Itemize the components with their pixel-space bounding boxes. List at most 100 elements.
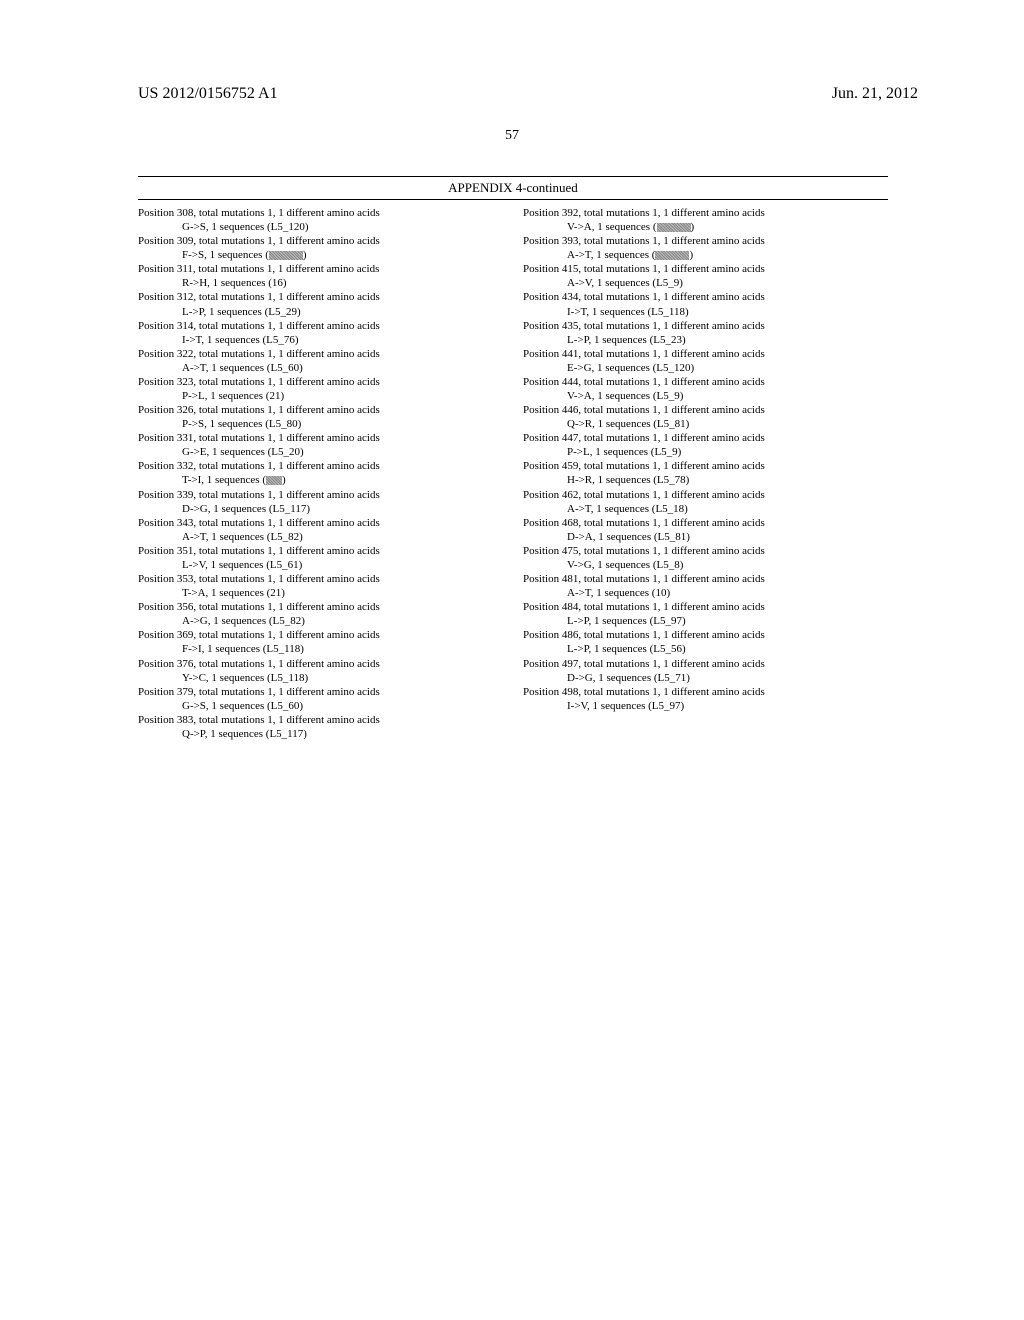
redacted-text	[655, 251, 689, 260]
mutation-position-line: Position 332, total mutations 1, 1 diffe…	[138, 459, 503, 473]
publication-date: Jun. 21, 2012	[832, 85, 918, 103]
redacted-text	[657, 223, 691, 232]
mutation-entry: Position 392, total mutations 1, 1 diffe…	[523, 206, 888, 234]
mutation-detail-line: T->I, 1 sequences ()	[138, 473, 503, 487]
mutation-entry: Position 447, total mutations 1, 1 diffe…	[523, 431, 888, 459]
mutation-position-line: Position 498, total mutations 1, 1 diffe…	[523, 685, 888, 699]
mutation-position-line: Position 369, total mutations 1, 1 diffe…	[138, 628, 503, 642]
mutation-detail-line: D->G, 1 sequences (L5_71)	[523, 671, 888, 685]
mutation-entry: Position 393, total mutations 1, 1 diffe…	[523, 234, 888, 262]
mutation-position-line: Position 339, total mutations 1, 1 diffe…	[138, 488, 503, 502]
mutation-detail-line: I->V, 1 sequences (L5_97)	[523, 699, 888, 713]
mutation-entry: Position 309, total mutations 1, 1 diffe…	[138, 234, 503, 262]
mutation-detail-line: Q->P, 1 sequences (L5_117)	[138, 727, 503, 741]
mutation-detail-line: A->G, 1 sequences (L5_82)	[138, 614, 503, 628]
mutation-detail-line: D->A, 1 sequences (L5_81)	[523, 530, 888, 544]
mutation-entry: Position 312, total mutations 1, 1 diffe…	[138, 290, 503, 318]
mutation-entry: Position 498, total mutations 1, 1 diffe…	[523, 685, 888, 713]
mutation-detail-line: P->L, 1 sequences (21)	[138, 389, 503, 403]
mutation-entry: Position 484, total mutations 1, 1 diffe…	[523, 600, 888, 628]
mutation-entry: Position 351, total mutations 1, 1 diffe…	[138, 544, 503, 572]
mutation-position-line: Position 435, total mutations 1, 1 diffe…	[523, 319, 888, 333]
mutation-position-line: Position 447, total mutations 1, 1 diffe…	[523, 431, 888, 445]
mutation-entry: Position 459, total mutations 1, 1 diffe…	[523, 459, 888, 487]
mutation-detail-line: V->A, 1 sequences ()	[523, 220, 888, 234]
mutation-detail-line: A->T, 1 sequences (L5_60)	[138, 361, 503, 375]
mutation-entry: Position 322, total mutations 1, 1 diffe…	[138, 347, 503, 375]
mutation-entry: Position 353, total mutations 1, 1 diffe…	[138, 572, 503, 600]
mutation-detail-line: A->T, 1 sequences (L5_82)	[138, 530, 503, 544]
mutation-position-line: Position 444, total mutations 1, 1 diffe…	[523, 375, 888, 389]
mutation-entry: Position 379, total mutations 1, 1 diffe…	[138, 685, 503, 713]
mutation-position-line: Position 415, total mutations 1, 1 diffe…	[523, 262, 888, 276]
mutation-detail-line: V->A, 1 sequences (L5_9)	[523, 389, 888, 403]
mutation-entry: Position 441, total mutations 1, 1 diffe…	[523, 347, 888, 375]
mutation-detail-line: T->A, 1 sequences (21)	[138, 586, 503, 600]
mutation-position-line: Position 484, total mutations 1, 1 diffe…	[523, 600, 888, 614]
mutation-position-line: Position 481, total mutations 1, 1 diffe…	[523, 572, 888, 586]
mutation-detail-line: A->T, 1 sequences (L5_18)	[523, 502, 888, 516]
mutation-position-line: Position 309, total mutations 1, 1 diffe…	[138, 234, 503, 248]
mutation-detail-line: F->S, 1 sequences ()	[138, 248, 503, 262]
mutation-position-line: Position 468, total mutations 1, 1 diffe…	[523, 516, 888, 530]
mutation-detail-line: L->P, 1 sequences (L5_56)	[523, 642, 888, 656]
mutation-entry: Position 444, total mutations 1, 1 diffe…	[523, 375, 888, 403]
mutation-position-line: Position 308, total mutations 1, 1 diffe…	[138, 206, 503, 220]
mutation-list: Position 308, total mutations 1, 1 diffe…	[138, 206, 888, 741]
mutation-entry: Position 446, total mutations 1, 1 diffe…	[523, 403, 888, 431]
mutation-detail-line: E->G, 1 sequences (L5_120)	[523, 361, 888, 375]
mutation-detail-line: H->R, 1 sequences (L5_78)	[523, 473, 888, 487]
mutation-detail-line: L->P, 1 sequences (L5_97)	[523, 614, 888, 628]
mutation-position-line: Position 379, total mutations 1, 1 diffe…	[138, 685, 503, 699]
mutation-entry: Position 475, total mutations 1, 1 diffe…	[523, 544, 888, 572]
page-number: 57	[0, 128, 1024, 144]
mutation-entry: Position 331, total mutations 1, 1 diffe…	[138, 431, 503, 459]
mutation-entry: Position 486, total mutations 1, 1 diffe…	[523, 628, 888, 656]
mutation-entry: Position 415, total mutations 1, 1 diffe…	[523, 262, 888, 290]
mutation-detail-line: Y->C, 1 sequences (L5_118)	[138, 671, 503, 685]
mutation-entry: Position 462, total mutations 1, 1 diffe…	[523, 488, 888, 516]
mutation-position-line: Position 314, total mutations 1, 1 diffe…	[138, 319, 503, 333]
mutation-detail-line: A->T, 1 sequences ()	[523, 248, 888, 262]
mutation-detail-line: D->G, 1 sequences (L5_117)	[138, 502, 503, 516]
mutation-detail-line: L->P, 1 sequences (L5_23)	[523, 333, 888, 347]
appendix-block: APPENDIX 4-continued Position 308, total…	[138, 176, 888, 741]
mutation-detail-line: Q->R, 1 sequences (L5_81)	[523, 417, 888, 431]
mutation-detail-line: G->E, 1 sequences (L5_20)	[138, 445, 503, 459]
mutation-detail-line: I->T, 1 sequences (L5_118)	[523, 305, 888, 319]
mutation-detail-line: A->T, 1 sequences (10)	[523, 586, 888, 600]
mutation-position-line: Position 376, total mutations 1, 1 diffe…	[138, 657, 503, 671]
mutation-position-line: Position 392, total mutations 1, 1 diffe…	[523, 206, 888, 220]
mutation-detail-line: G->S, 1 sequences (L5_60)	[138, 699, 503, 713]
mutation-entry: Position 435, total mutations 1, 1 diffe…	[523, 319, 888, 347]
mutation-position-line: Position 497, total mutations 1, 1 diffe…	[523, 657, 888, 671]
mutation-entry: Position 326, total mutations 1, 1 diffe…	[138, 403, 503, 431]
mutation-position-line: Position 353, total mutations 1, 1 diffe…	[138, 572, 503, 586]
mutation-position-line: Position 311, total mutations 1, 1 diffe…	[138, 262, 503, 276]
mutation-position-line: Position 323, total mutations 1, 1 diffe…	[138, 375, 503, 389]
mutation-position-line: Position 393, total mutations 1, 1 diffe…	[523, 234, 888, 248]
mutation-detail-line: P->L, 1 sequences (L5_9)	[523, 445, 888, 459]
mutation-detail-line: L->P, 1 sequences (L5_29)	[138, 305, 503, 319]
mutation-position-line: Position 475, total mutations 1, 1 diffe…	[523, 544, 888, 558]
mutation-entry: Position 356, total mutations 1, 1 diffe…	[138, 600, 503, 628]
mutation-position-line: Position 343, total mutations 1, 1 diffe…	[138, 516, 503, 530]
mutation-entry: Position 468, total mutations 1, 1 diffe…	[523, 516, 888, 544]
mutation-entry: Position 369, total mutations 1, 1 diffe…	[138, 628, 503, 656]
mutation-position-line: Position 322, total mutations 1, 1 diffe…	[138, 347, 503, 361]
mutation-position-line: Position 441, total mutations 1, 1 diffe…	[523, 347, 888, 361]
mutation-detail-line: A->V, 1 sequences (L5_9)	[523, 276, 888, 290]
publication-number: US 2012/0156752 A1	[138, 85, 278, 103]
mutation-entry: Position 308, total mutations 1, 1 diffe…	[138, 206, 503, 234]
mutation-position-line: Position 486, total mutations 1, 1 diffe…	[523, 628, 888, 642]
mutation-entry: Position 314, total mutations 1, 1 diffe…	[138, 319, 503, 347]
mutation-entry: Position 383, total mutations 1, 1 diffe…	[138, 713, 503, 741]
mutation-detail-line: R->H, 1 sequences (16)	[138, 276, 503, 290]
mutation-entry: Position 497, total mutations 1, 1 diffe…	[523, 657, 888, 685]
mutation-position-line: Position 351, total mutations 1, 1 diffe…	[138, 544, 503, 558]
mutation-position-line: Position 462, total mutations 1, 1 diffe…	[523, 488, 888, 502]
redacted-text	[266, 476, 282, 485]
mutation-detail-line: P->S, 1 sequences (L5_80)	[138, 417, 503, 431]
mutation-entry: Position 481, total mutations 1, 1 diffe…	[523, 572, 888, 600]
mutation-position-line: Position 434, total mutations 1, 1 diffe…	[523, 290, 888, 304]
